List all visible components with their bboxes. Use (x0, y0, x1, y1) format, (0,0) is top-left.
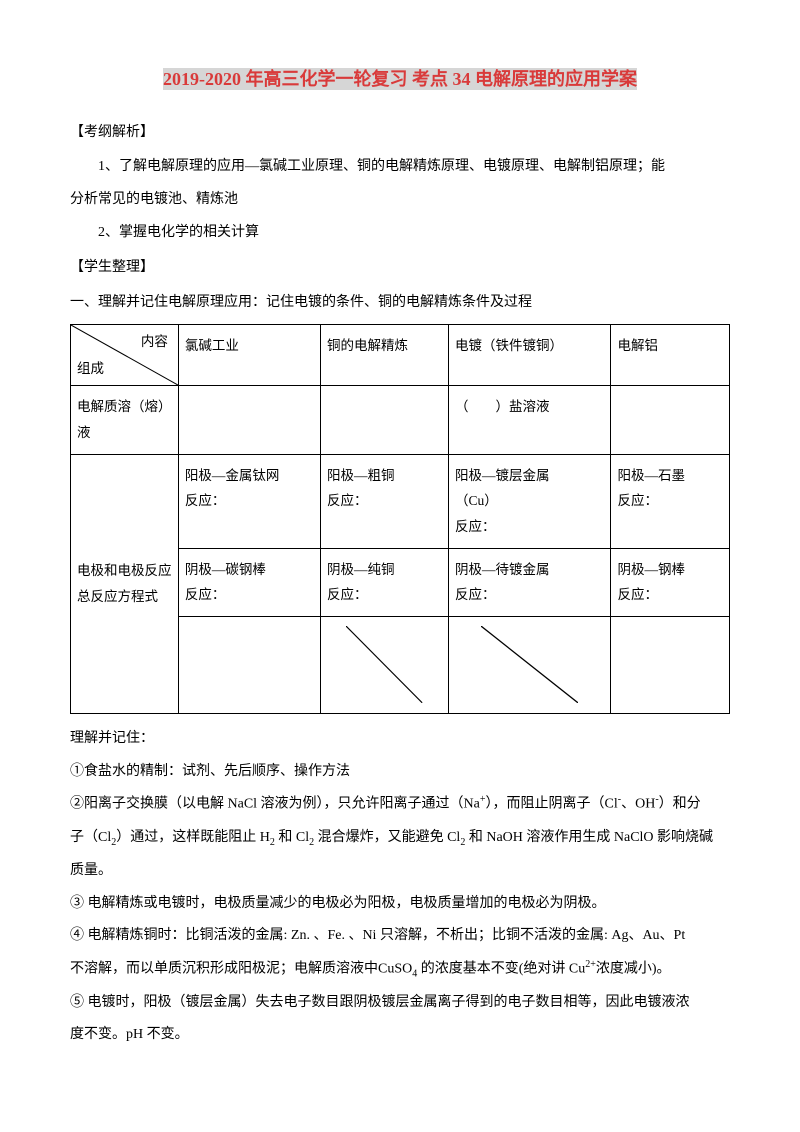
slash-line-icon (346, 626, 422, 703)
row3-c4: 阴极—待镀金属 反应： (448, 548, 611, 616)
row1-c3 (321, 386, 449, 454)
row3-c5: 阴极—钢棒 反应： (611, 548, 730, 616)
r2c3a: 阳极—粗铜 (327, 468, 395, 483)
r3c3b: 反应： (327, 587, 368, 602)
notes-heading: 理解并记住： (70, 724, 730, 755)
r2c3b: 反应： (327, 493, 368, 508)
r2c5b: 反应： (617, 493, 658, 508)
r3c2b: 反应： (185, 587, 226, 602)
header-c3: 铜的电解精炼 (321, 325, 449, 386)
row4-c4 (448, 616, 611, 713)
header-c5: 电解铝 (611, 325, 730, 386)
title-text: 2019-2020 年高三化学一轮复习 考点 34 电解原理的应用学案 (163, 68, 637, 90)
row4-c5 (611, 616, 730, 713)
row2-c2: 阳极—金属钛网 反应： (178, 454, 320, 548)
note4b-mid: 的浓度基本不变(绝对讲 Cu (417, 962, 585, 977)
kaogang-line1b: 分析常见的电镀池、精炼池 (70, 185, 730, 216)
note-2-line1: ②阳离子交换膜（以电解 NaCl 溶液为例），只允许阳离子通过（Na+），而阻止… (70, 789, 730, 820)
row3-c2: 阴极—碳钢棒 反应： (178, 548, 320, 616)
document-page: 2019-2020 年高三化学一轮复习 考点 34 电解原理的应用学案 【考纲解… (0, 0, 800, 1093)
note-5-line1: ⑤ 电镀时，阳极（镀层金属）失去电子数目跟阴极镀层金属离子得到的电子数目相等，因… (70, 988, 730, 1019)
header-c2: 氯碱工业 (178, 325, 320, 386)
r3c3a: 阴极—纯铜 (327, 562, 395, 577)
r2c2a: 阳极—金属钛网 (185, 468, 280, 483)
header-diag-cell: 内容 组成 (71, 325, 179, 386)
xuesheng-heading: 【学生整理】 (70, 253, 730, 284)
row1-c1: 电解质溶（熔） 液 (71, 386, 179, 454)
diag-bottom-label: 组成 (77, 356, 104, 382)
row1-c5 (611, 386, 730, 454)
note4b-end: 浓度减小)。 (596, 962, 671, 977)
r2c5a: 阳极—石墨 (617, 468, 685, 483)
note2-mid2: 、OH (621, 797, 655, 812)
page-title: 2019-2020 年高三化学一轮复习 考点 34 电解原理的应用学案 (70, 60, 730, 100)
slash-line-icon (481, 626, 578, 703)
row2-c1a: 电极和电极反应 (77, 563, 172, 578)
kaogang-heading: 【考纲解析】 (70, 118, 730, 149)
note-2-line3: 质量。 (70, 856, 730, 887)
row4-c2 (178, 616, 320, 713)
note-4-line1: ④ 电解精炼铜时：比铜活泼的金属: Zn. 、Fe. 、Ni 只溶解，不析出；比… (70, 921, 730, 952)
note-5-line2: 度不变。pH 不变。 (70, 1020, 730, 1051)
section1-text: 一、理解并记住电解原理应用：记住电镀的条件、铜的电解精炼条件及过程 (70, 288, 730, 319)
table-row: 内容 组成 氯碱工业 铜的电解精炼 电镀（铁件镀铜） 电解铝 (71, 325, 730, 386)
header-c4: 电镀（铁件镀铜） (448, 325, 611, 386)
row2-c1: 电极和电极反应 总反应方程式 (71, 454, 179, 713)
main-table: 内容 组成 氯碱工业 铜的电解精炼 电镀（铁件镀铜） 电解铝 电解质溶（熔） 液… (70, 324, 730, 713)
row3-c3: 阴极—纯铜 反应： (321, 548, 449, 616)
kaogang-line2: 2、掌握电化学的相关计算 (70, 218, 730, 249)
note-3: ③ 电解精炼或电镀时，电极质量减少的电极必为阳极，电极质量增加的电极必为阴极。 (70, 889, 730, 920)
r3c5a: 阴极—钢棒 (617, 562, 685, 577)
sup-2plus: 2+ (585, 959, 596, 970)
note-2-line2: 子（Cl2）通过，这样既能阻止 H2 和 Cl2 混合爆炸，又能避免 Cl2 和… (70, 823, 730, 854)
r3c5b: 反应： (617, 587, 658, 602)
note-1: ①食盐水的精制：试剂、先后顺序、操作方法 (70, 757, 730, 788)
note-4-line2: 不溶解，而以单质沉积形成阳极泥；电解质溶液中CuSO4 的浓度基本不变(绝对讲 … (70, 954, 730, 985)
r2c4b: （Cu） (455, 493, 498, 508)
row2-c3: 阳极—粗铜 反应： (321, 454, 449, 548)
row1-c2 (178, 386, 320, 454)
r2c2b: 反应： (185, 493, 226, 508)
note2b-pre: 子（Cl (70, 830, 111, 845)
row2-c4: 阳极—镀层金属 （Cu） 反应： (448, 454, 611, 548)
note2-mid: ），而阻止阴离子（Cl (486, 797, 618, 812)
kaogang-line1: 1、了解电解原理的应用—氯碱工业原理、铜的电解精炼原理、电镀原理、电解制铝原理；… (70, 152, 730, 183)
row4-c3 (321, 616, 449, 713)
row1-c4: （ ）盐溶液 (448, 386, 611, 454)
note2b-mid4: 和 NaOH 溶液作用生成 NaClO 影响烧碱 (465, 830, 713, 845)
row2-c5: 阳极—石墨 反应： (611, 454, 730, 548)
r2c4a: 阳极—镀层金属 (455, 468, 550, 483)
row1-c1b: 液 (77, 425, 91, 440)
r3c4a: 阴极—待镀金属 (455, 562, 550, 577)
row1-c1a: 电解质溶（熔） (77, 399, 172, 414)
r2c4c: 反应： (455, 519, 496, 534)
diag-top-label: 内容 (141, 329, 168, 355)
table-row: 电极和电极反应 总反应方程式 阳极—金属钛网 反应： 阳极—粗铜 反应： 阳极—… (71, 454, 730, 548)
note4b-pre: 不溶解，而以单质沉积形成阳极泥；电解质溶液中CuSO (70, 962, 412, 977)
note2b-mid: ）通过，这样既能阻止 H (116, 830, 270, 845)
r3c4b: 反应： (455, 587, 496, 602)
note2b-mid2: 和 Cl (275, 830, 309, 845)
note2-end: ）和分 (659, 797, 701, 812)
row2-c1b: 总反应方程式 (77, 589, 158, 604)
note2-pre: ②阳离子交换膜（以电解 NaCl 溶液为例），只允许阳离子通过（Na (70, 797, 480, 812)
note2b-mid3: 混合爆炸，又能避免 Cl (314, 830, 460, 845)
r3c2a: 阴极—碳钢棒 (185, 562, 266, 577)
table-row: 电解质溶（熔） 液 （ ）盐溶液 (71, 386, 730, 454)
